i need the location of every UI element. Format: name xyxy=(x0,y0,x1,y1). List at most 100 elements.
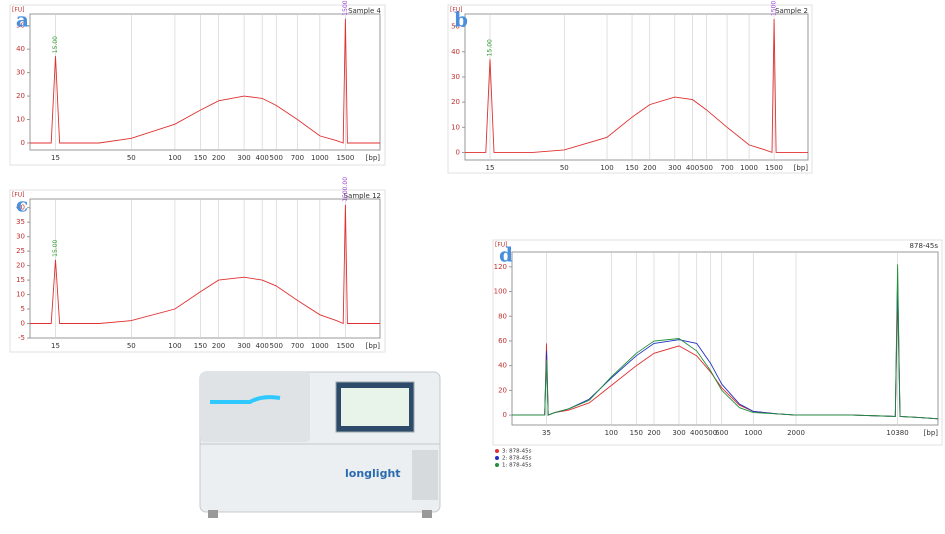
sample-title: Sample 12 xyxy=(344,192,381,200)
brand: longlight xyxy=(345,467,401,480)
plot-frame xyxy=(464,13,809,161)
y-tick-label: 10 xyxy=(16,116,25,124)
x-tick-label: 600 xyxy=(715,429,728,437)
legend-label: 2: 878-45s xyxy=(502,456,532,462)
y-tick-label: 25 xyxy=(16,247,25,255)
panel-background xyxy=(9,4,386,166)
x-tick-label: 1000 xyxy=(740,164,758,172)
x-tick-label: 500 xyxy=(270,342,283,350)
y-tick-label: 0 xyxy=(21,139,25,147)
peak-label: 1500.00 xyxy=(342,177,349,202)
x-tick-label: 15 xyxy=(51,154,60,162)
y-tick-label: 80 xyxy=(498,312,507,320)
x-tick-label: 150 xyxy=(194,342,207,350)
x-tick-label: 150 xyxy=(630,429,643,437)
x-tick-label: 15 xyxy=(51,342,60,350)
y-tick-label: 35 xyxy=(16,218,25,226)
x-axis-label: [bp] xyxy=(794,164,809,172)
y-tick-label: 30 xyxy=(16,69,25,77)
y-axis-label: [FU] xyxy=(12,192,25,199)
panel-letter: c xyxy=(16,193,28,217)
peak-label: 15.00 xyxy=(52,239,59,256)
x-tick-label: 400 xyxy=(255,154,268,162)
x-tick-label: 10380 xyxy=(886,429,908,437)
trace xyxy=(465,18,808,154)
trace xyxy=(512,264,939,420)
x-tick-label: 500 xyxy=(270,154,283,162)
panel-background xyxy=(447,4,813,174)
peak-label: 1500.00 xyxy=(342,0,349,16)
panel-background xyxy=(9,189,386,353)
panel-background xyxy=(492,239,943,446)
trace xyxy=(30,18,380,144)
x-tick-label: 100 xyxy=(600,164,613,172)
y-tick-label: 40 xyxy=(451,48,460,56)
y-tick-label: 0 xyxy=(456,148,460,156)
x-tick-label: 500 xyxy=(700,164,713,172)
y-tick-label: 60 xyxy=(498,337,507,345)
x-tick-label: 100 xyxy=(168,154,181,162)
y-axis-label: [FU] xyxy=(12,7,25,14)
y-tick-label: 20 xyxy=(451,98,460,106)
x-tick-label: 100 xyxy=(605,429,618,437)
screen-content xyxy=(341,388,409,426)
peak-label: 15.00 xyxy=(487,39,494,56)
x-tick-label: 50 xyxy=(127,342,136,350)
x-tick-label: 500 xyxy=(704,429,717,437)
x-tick-label: 50 xyxy=(560,164,569,172)
x-tick-label: 400 xyxy=(690,429,703,437)
x-tick-label: 300 xyxy=(668,164,681,172)
x-tick-label: 300 xyxy=(237,154,250,162)
y-tick-label: 20 xyxy=(16,92,25,100)
x-tick-label: 300 xyxy=(672,429,685,437)
x-tick-label: 700 xyxy=(720,164,733,172)
x-tick-label: 100 xyxy=(168,342,181,350)
x-tick-label: 200 xyxy=(647,429,660,437)
plot-frame xyxy=(511,251,939,426)
y-tick-label: 40 xyxy=(16,45,25,53)
sample-title: Sample 4 xyxy=(348,7,381,15)
x-tick-label: 2000 xyxy=(787,429,805,437)
vent xyxy=(412,450,438,500)
plot-frame xyxy=(29,13,381,151)
x-tick-label: 15 xyxy=(486,164,495,172)
y-tick-label: 120 xyxy=(494,263,507,271)
x-tick-label: 200 xyxy=(212,154,225,162)
x-tick-label: 1000 xyxy=(744,429,762,437)
y-tick-label: 15 xyxy=(16,276,25,284)
panel-letter: d xyxy=(499,243,513,267)
y-tick-label: 10 xyxy=(16,291,25,299)
panel-letter: a xyxy=(16,8,29,32)
x-tick-label: 200 xyxy=(212,342,225,350)
sample-title: Sample 2 xyxy=(775,7,808,15)
legend-label: 1: 878-45s xyxy=(502,463,532,469)
y-axis-label: [FU] xyxy=(450,7,463,14)
y-tick-label: 50 xyxy=(16,22,25,30)
y-tick-label: 40 xyxy=(16,204,25,212)
peak-label: 1500.00 xyxy=(771,0,778,16)
x-tick-label: 1000 xyxy=(311,342,329,350)
y-tick-label: -5 xyxy=(18,334,25,342)
foot xyxy=(422,510,432,518)
y-tick-label: 20 xyxy=(16,262,25,270)
legend-marker xyxy=(495,449,499,453)
y-tick-label: 10 xyxy=(451,123,460,131)
x-axis-label: [bp] xyxy=(924,429,939,437)
x-tick-label: 300 xyxy=(237,342,250,350)
x-tick-label: 35 xyxy=(542,429,551,437)
x-tick-label: 700 xyxy=(291,342,304,350)
y-tick-label: 0 xyxy=(21,320,25,328)
y-tick-label: 5 xyxy=(21,305,25,313)
x-tick-label: 400 xyxy=(686,164,699,172)
x-tick-label: 50 xyxy=(127,154,136,162)
x-tick-label: 1500 xyxy=(336,154,354,162)
x-tick-label: 150 xyxy=(194,154,207,162)
y-tick-label: 100 xyxy=(494,288,507,296)
x-tick-label: 1000 xyxy=(311,154,329,162)
sample-title: 878-45s xyxy=(910,242,939,250)
trace xyxy=(30,204,380,325)
x-axis-label: [bp] xyxy=(366,154,381,162)
y-tick-label: 40 xyxy=(498,362,507,370)
foot xyxy=(208,510,218,518)
